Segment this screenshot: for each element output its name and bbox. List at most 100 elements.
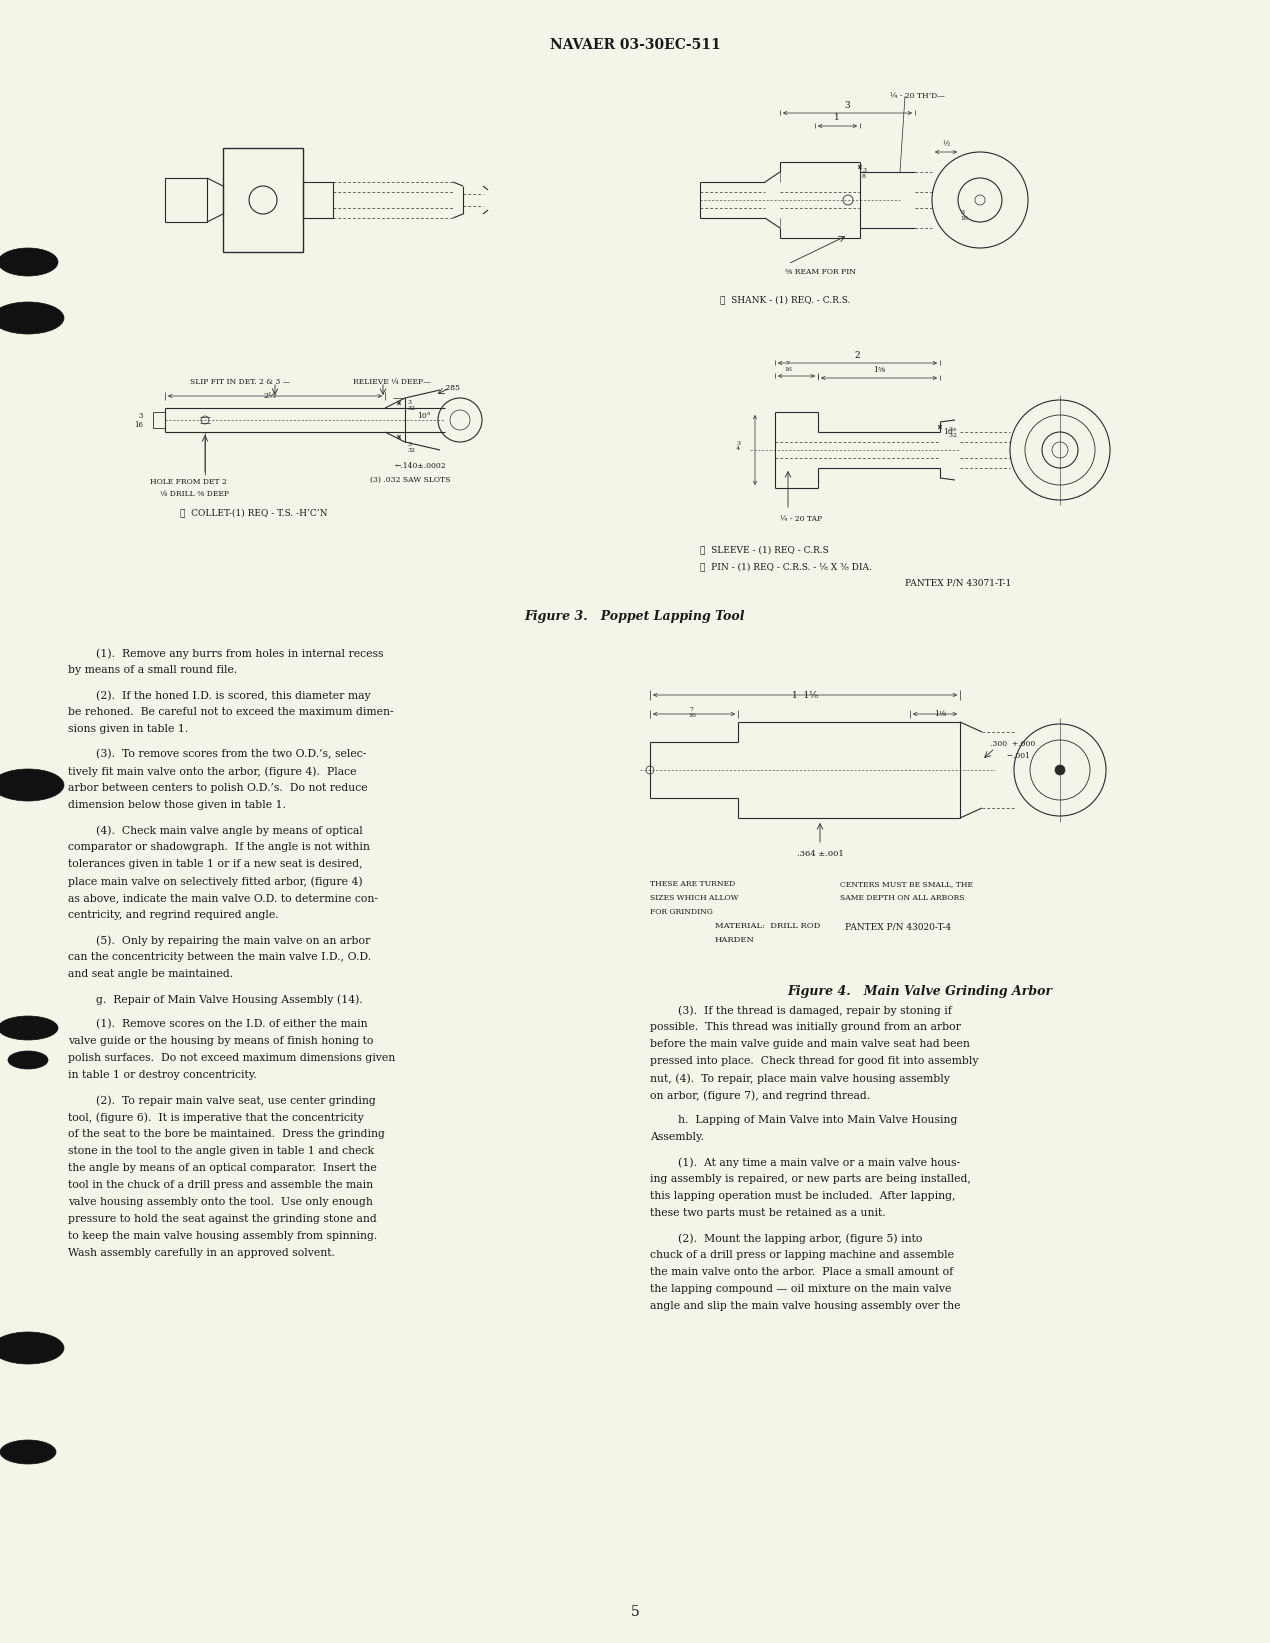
Text: (2).  Mount the lapping arbor, (figure 5) into: (2). Mount the lapping arbor, (figure 5)…	[650, 1232, 922, 1244]
Ellipse shape	[0, 769, 64, 802]
Text: dimension below those given in table 1.: dimension below those given in table 1.	[69, 800, 286, 810]
Text: the lapping compound — oil mixture on the main valve: the lapping compound — oil mixture on th…	[650, 1283, 951, 1295]
Text: by means of a small round file.: by means of a small round file.	[69, 665, 237, 675]
Text: the main valve onto the arbor.  Place a small amount of: the main valve onto the arbor. Place a s…	[650, 1267, 954, 1277]
Bar	[304, 182, 333, 219]
Text: (3) .032 SAW SLOTS: (3) .032 SAW SLOTS	[370, 476, 451, 485]
Text: Assembly.: Assembly.	[650, 1132, 704, 1142]
Text: stone in the tool to the angle given in table 1 and check: stone in the tool to the angle given in …	[69, 1147, 375, 1157]
Text: (2).  If the honed I.D. is scored, this diameter may: (2). If the honed I.D. is scored, this d…	[69, 690, 371, 700]
Text: Figure 4.   Main Valve Grinding Arbor: Figure 4. Main Valve Grinding Arbor	[787, 986, 1053, 997]
Text: .285: .285	[443, 384, 460, 393]
Text: .364 ±.001: .364 ±.001	[796, 849, 843, 858]
Text: of the seat to the bore be maintained.  Dress the grinding: of the seat to the bore be maintained. D…	[69, 1129, 385, 1139]
Text: before the main valve guide and main valve seat had been: before the main valve guide and main val…	[650, 1038, 970, 1048]
Ellipse shape	[0, 1439, 56, 1464]
Text: be rehoned.  Be careful not to exceed the maximum dimen-: be rehoned. Be careful not to exceed the…	[69, 706, 394, 716]
Text: SAME DEPTH ON ALL ARBORS: SAME DEPTH ON ALL ARBORS	[839, 894, 964, 902]
Text: 10°: 10°	[944, 427, 956, 435]
Text: Figure 3.   Poppet Lapping Tool: Figure 3. Poppet Lapping Tool	[525, 610, 745, 623]
Text: these two parts must be retained as a unit.: these two parts must be retained as a un…	[650, 1208, 885, 1217]
Text: NAVAER 03-30EC-511: NAVAER 03-30EC-511	[550, 38, 720, 53]
Text: 7
16: 7 16	[784, 361, 792, 371]
Text: 3
16: 3 16	[960, 210, 968, 220]
Text: ½: ½	[942, 140, 950, 148]
Text: nut, (4).  To repair, place main valve housing assembly: nut, (4). To repair, place main valve ho…	[650, 1073, 950, 1084]
Text: CENTERS MUST BE SMALL, THE: CENTERS MUST BE SMALL, THE	[839, 881, 973, 887]
Text: to keep the main valve housing assembly from spinning.: to keep the main valve housing assembly …	[69, 1231, 377, 1240]
Bar	[224, 148, 304, 251]
Ellipse shape	[0, 248, 58, 276]
Text: this lapping operation must be included.  After lapping,: this lapping operation must be included.…	[650, 1191, 955, 1201]
Text: polish surfaces.  Do not exceed maximum dimensions given: polish surfaces. Do not exceed maximum d…	[69, 1053, 395, 1063]
Text: g.  Repair of Main Valve Housing Assembly (14).: g. Repair of Main Valve Housing Assembly…	[69, 994, 363, 1004]
Text: (1).  At any time a main valve or a main valve hous-: (1). At any time a main valve or a main …	[650, 1157, 960, 1168]
Text: ⅛ DRILL ⅜ DEEP: ⅛ DRILL ⅜ DEEP	[160, 490, 229, 498]
Text: ⑤  PIN - (1) REQ - C.R.S. - ⅛ X ⅜ DIA.: ⑤ PIN - (1) REQ - C.R.S. - ⅛ X ⅜ DIA.	[700, 562, 872, 572]
Text: chuck of a drill press or lapping machine and assemble: chuck of a drill press or lapping machin…	[650, 1250, 954, 1260]
Text: 3
32: 3 32	[406, 399, 415, 411]
Text: and seat angle be maintained.: and seat angle be maintained.	[69, 969, 234, 979]
Ellipse shape	[0, 1015, 58, 1040]
Text: tolerances given in table 1 or if a new seat is desired,: tolerances given in table 1 or if a new …	[69, 859, 363, 869]
Text: HOLE FROM DET 2: HOLE FROM DET 2	[150, 478, 227, 486]
Text: 1⅛: 1⅛	[933, 710, 946, 718]
Text: 1  1⅛: 1 1⅛	[792, 692, 818, 700]
Text: 5: 5	[631, 1605, 639, 1618]
Text: MATERIAL:  DRILL ROD: MATERIAL: DRILL ROD	[715, 922, 820, 930]
Text: pressure to hold the seat against the grinding stone and: pressure to hold the seat against the gr…	[69, 1214, 377, 1224]
Text: −.001: −.001	[991, 752, 1030, 761]
Text: 1: 1	[834, 113, 839, 122]
Text: RELIEVE ⅟₄ DEEP—: RELIEVE ⅟₄ DEEP—	[353, 378, 431, 386]
Text: 3
16: 3 16	[135, 412, 144, 429]
Text: comparator or shadowgraph.  If the angle is not within: comparator or shadowgraph. If the angle …	[69, 841, 370, 853]
Text: 10°: 10°	[417, 412, 431, 421]
Text: 2½: 2½	[263, 393, 277, 399]
Text: tool in the chuck of a drill press and assemble the main: tool in the chuck of a drill press and a…	[69, 1180, 373, 1190]
Text: valve guide or the housing by means of finish honing to: valve guide or the housing by means of f…	[69, 1037, 373, 1047]
Text: ⅜ REAM FOR PIN: ⅜ REAM FOR PIN	[785, 268, 856, 276]
Text: (1).  Remove any burrs from holes in internal recess: (1). Remove any burrs from holes in inte…	[69, 647, 384, 659]
Text: (1).  Remove scores on the I.D. of either the main: (1). Remove scores on the I.D. of either…	[69, 1019, 367, 1029]
Text: SIZES WHICH ALLOW: SIZES WHICH ALLOW	[650, 894, 738, 902]
Text: in table 1 or destroy concentricity.: in table 1 or destroy concentricity.	[69, 1070, 257, 1079]
Ellipse shape	[0, 302, 64, 334]
Text: ←.140±.0002: ←.140±.0002	[395, 462, 447, 470]
Text: SLIP FIT IN DET. 2 & 3 —: SLIP FIT IN DET. 2 & 3 —	[190, 378, 291, 386]
Text: 1⅜: 1⅜	[872, 366, 885, 375]
Bar	[165, 177, 207, 222]
Text: THESE ARE TURNED: THESE ARE TURNED	[650, 881, 735, 887]
Text: tool, (figure 6).  It is imperative that the concentricity: tool, (figure 6). It is imperative that …	[69, 1112, 363, 1122]
Text: 3
8: 3 8	[862, 168, 866, 179]
Text: valve housing assembly onto the tool.  Use only enough: valve housing assembly onto the tool. Us…	[69, 1198, 373, 1208]
Text: ing assembly is repaired, or new parts are being installed,: ing assembly is repaired, or new parts a…	[650, 1175, 970, 1185]
Text: sions given in table 1.: sions given in table 1.	[69, 725, 188, 734]
Text: (4).  Check main valve angle by means of optical: (4). Check main valve angle by means of …	[69, 825, 363, 836]
Text: FOR GRINDING: FOR GRINDING	[650, 909, 712, 917]
Text: ④  SLEEVE - (1) REQ - C.R.S: ④ SLEEVE - (1) REQ - C.R.S	[700, 545, 829, 554]
Text: h.  Lapping of Main Valve into Main Valve Housing: h. Lapping of Main Valve into Main Valve…	[650, 1116, 958, 1125]
Text: .300  +.000: .300 +.000	[991, 739, 1035, 748]
Text: ②  SHANK - (1) REQ. - C.R.S.: ② SHANK - (1) REQ. - C.R.S.	[720, 296, 851, 304]
Text: 3
4: 3 4	[735, 440, 740, 452]
Text: tively fit main valve onto the arbor, (figure 4).  Place: tively fit main valve onto the arbor, (f…	[69, 766, 357, 777]
Text: the angle by means of an optical comparator.  Insert the: the angle by means of an optical compara…	[69, 1163, 377, 1173]
Circle shape	[1055, 766, 1066, 775]
Text: can the concentricity between the main valve I.D., O.D.: can the concentricity between the main v…	[69, 951, 371, 963]
Text: (5).  Only by repairing the main valve on an arbor: (5). Only by repairing the main valve on…	[69, 935, 371, 946]
Text: ¼ - 20 TH’D—: ¼ - 20 TH’D—	[890, 92, 945, 100]
Ellipse shape	[8, 1052, 48, 1070]
Text: arbor between centers to polish O.D.’s.  Do not reduce: arbor between centers to polish O.D.’s. …	[69, 784, 367, 794]
Text: on arbor, (figure 7), and regrind thread.: on arbor, (figure 7), and regrind thread…	[650, 1089, 870, 1101]
Text: Wash assembly carefully in an approved solvent.: Wash assembly carefully in an approved s…	[69, 1249, 335, 1259]
Text: (3).  If the thread is damaged, repair by stoning if: (3). If the thread is damaged, repair by…	[650, 1006, 952, 1015]
Text: pressed into place.  Check thread for good fit into assembly: pressed into place. Check thread for goo…	[650, 1056, 978, 1066]
Text: PANTEX P/N 43020-T-4: PANTEX P/N 43020-T-4	[845, 922, 951, 932]
Text: (3).  To remove scores from the two O.D.’s, selec-: (3). To remove scores from the two O.D.’…	[69, 749, 366, 759]
Text: angle and slip the main valve housing assembly over the: angle and slip the main valve housing as…	[650, 1301, 960, 1311]
Ellipse shape	[0, 1332, 64, 1364]
Text: 2: 2	[855, 352, 860, 360]
Text: centricity, and regrind required angle.: centricity, and regrind required angle.	[69, 910, 278, 920]
Text: 7
16: 7 16	[688, 706, 696, 718]
Text: 3: 3	[845, 100, 850, 110]
